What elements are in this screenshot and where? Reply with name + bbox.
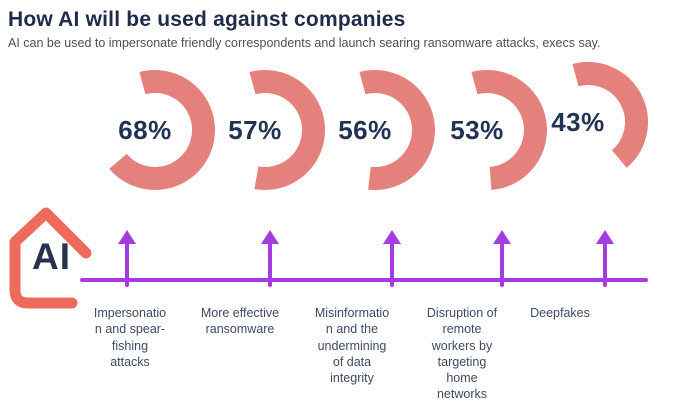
up-arrow-icon: [493, 230, 511, 287]
ai-logo-text: AI: [32, 236, 71, 277]
arrow-stem: [268, 241, 272, 287]
up-arrow-icon: [596, 230, 614, 287]
timeline-axis: [80, 278, 648, 282]
page-title: How AI will be used against companies: [8, 8, 406, 31]
donut-arc: [109, 70, 215, 190]
category-label-impersonation: Impersonatio n and spear- fishing attack…: [93, 306, 167, 369]
donut-value-label: 56%: [338, 114, 392, 145]
arrowhead: [596, 230, 614, 244]
donut-gauge-ransomware: 57%: [203, 68, 327, 192]
arrowhead: [493, 230, 511, 244]
donut-arc: [359, 70, 435, 190]
arrow-stem: [603, 241, 607, 287]
arrow-stem: [500, 241, 504, 287]
house-icon: [9, 207, 92, 309]
arrowhead: [383, 230, 401, 244]
ai-house-logo: AI: [5, 196, 101, 314]
arrowhead: [261, 230, 279, 244]
donut-gauge-deepfakes: 43%: [526, 60, 650, 184]
category-label-ransomware: More effective ransomware: [200, 306, 280, 337]
up-arrow-icon: [383, 230, 401, 287]
up-arrow-icon: [261, 230, 279, 287]
donut-value-label: 53%: [450, 114, 504, 145]
donut-gauge-impersonation: 68%: [93, 68, 217, 192]
arrow-stem: [390, 241, 394, 287]
category-label-deepfakes: Deepfakes: [530, 306, 590, 320]
page-subtitle: AI can be used to impersonate friendly c…: [8, 36, 601, 50]
category-label-misinformation: Misinformatio n and the undermining of d…: [314, 306, 390, 385]
donut-value-label: 68%: [118, 114, 172, 145]
donut-arc: [249, 70, 325, 190]
donut-gauge-remote-workers: 53%: [425, 68, 549, 192]
category-label-remote-workers: Disruption of remote workers by targetin…: [426, 306, 498, 402]
arrowhead: [118, 230, 136, 244]
donut-gauge-misinformation: 56%: [313, 68, 437, 192]
arrow-stem: [125, 241, 129, 287]
donut-arc: [471, 70, 547, 190]
donut-value-label: 43%: [551, 106, 605, 137]
up-arrow-icon: [118, 230, 136, 287]
donut-value-label: 57%: [228, 114, 282, 145]
donut-arc: [572, 62, 648, 168]
